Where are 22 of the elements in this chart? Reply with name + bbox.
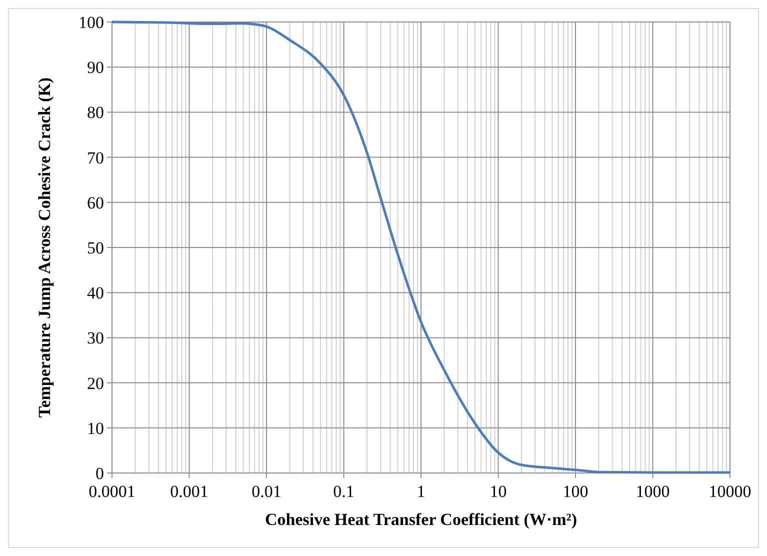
y-tick-label: 100 (78, 12, 104, 32)
y-tick-label: 60 (87, 193, 104, 212)
x-tick-label: 10 (490, 482, 507, 501)
x-tick-label: 0.1 (333, 482, 354, 501)
y-tick-label: 80 (87, 103, 104, 122)
x-tick-label: 100 (562, 482, 588, 501)
y-tick-label: 40 (87, 284, 104, 303)
x-tick-label: 10000 (708, 482, 752, 501)
x-axis-title: Cohesive Heat Transfer Coefficient (W·m²) (265, 510, 577, 529)
x-tick-label: 0.0001 (88, 482, 136, 501)
y-tick-label: 0 (96, 464, 104, 483)
x-tick-label: 0.01 (252, 482, 282, 501)
y-tick-label: 70 (87, 148, 104, 168)
y-tick-label: 30 (87, 328, 104, 348)
x-tick-label: 1000 (636, 482, 670, 501)
y-tick-label: 10 (87, 418, 104, 438)
y-tick-label: 20 (87, 374, 104, 393)
y-axis-title: Temperature Jump Across Cohesive Crack (K) (35, 77, 54, 418)
x-tick-label: 1 (416, 482, 426, 501)
x-tick-label: 0.001 (170, 482, 208, 501)
y-tick-label: 50 (87, 238, 104, 258)
y-tick-label: 90 (87, 58, 104, 78)
